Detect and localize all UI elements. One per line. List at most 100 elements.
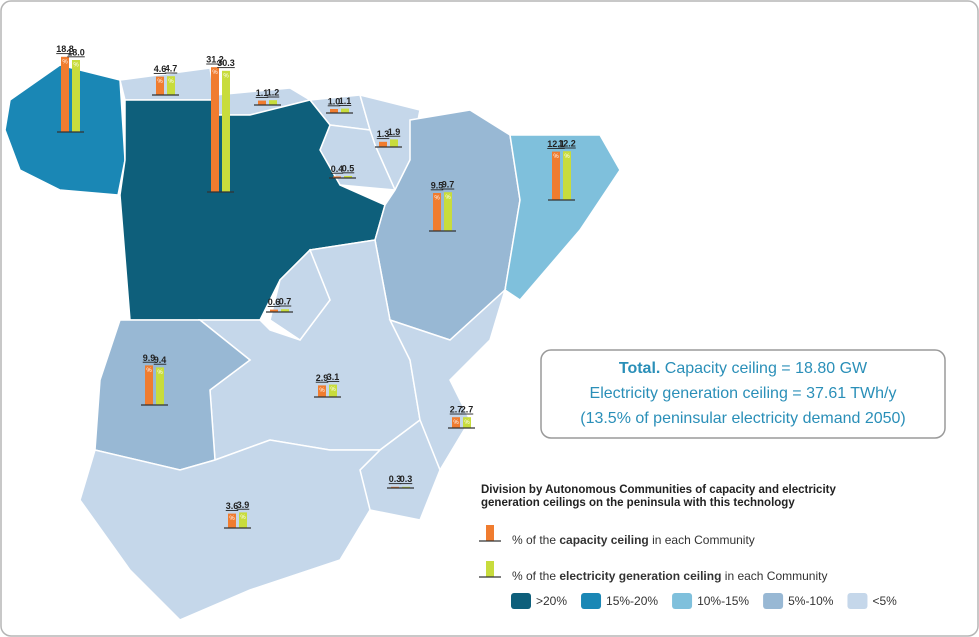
bar-unit: % — [240, 515, 246, 521]
bar-unit: % — [223, 73, 229, 79]
bar-unit: % — [168, 79, 174, 85]
bar-generation — [390, 139, 398, 147]
legend: >20% 15%-20% 10%-15% 5%-10% <5% — [479, 525, 897, 609]
value-label: 18.8 — [56, 44, 74, 54]
bars: %18.8%4.6 %31.21.11.01.30.4%9.5%12.10.6%9… — [56, 44, 576, 529]
total-title: Total. — [619, 360, 660, 377]
bar-capacity — [379, 141, 387, 147]
legend-tier-label: >20% — [536, 594, 567, 608]
legend-tier-swatch — [511, 593, 531, 609]
bar-capacity — [330, 109, 338, 113]
bar-unit: % — [319, 388, 325, 394]
value-label: 1.3 — [377, 129, 390, 139]
legend-swatch-capacity — [486, 525, 494, 541]
legend-tier-label: 5%-10% — [788, 594, 834, 608]
value-label: 9.7 — [442, 180, 455, 190]
value-label: 9.4 — [154, 355, 167, 365]
value-label: 12.1 — [547, 139, 565, 149]
value-label: 0.5 — [342, 163, 355, 173]
bar-generation — [269, 100, 277, 105]
bar-generation — [167, 76, 175, 95]
bar-unit: % — [73, 63, 79, 69]
legend-text: in each Community — [649, 533, 755, 547]
bar-capacity — [145, 365, 153, 405]
region-madrid — [269, 248, 331, 342]
value-label: 31.2 — [206, 55, 224, 65]
bar-unit: % — [434, 196, 440, 202]
legend-swatch-generation — [486, 561, 494, 577]
legend-tier-swatch — [672, 593, 693, 609]
value-label: 1.1 — [339, 96, 352, 106]
bar-generation — [344, 176, 352, 178]
legend-text: capacity ceiling — [559, 533, 648, 547]
value-label: 0.6 — [268, 297, 281, 307]
bar-unit: % — [146, 368, 152, 374]
bar-capacity — [211, 67, 219, 192]
value-label: 4.7 — [165, 64, 178, 74]
legend-text: in each Community — [721, 569, 827, 583]
bar-unit: % — [453, 420, 459, 426]
bar-generation — [563, 151, 571, 200]
value-label: 0.3 — [389, 474, 402, 484]
region-andalusia — [79, 439, 382, 621]
bar-unit: % — [62, 59, 68, 65]
total-capacity: Capacity ceiling = 18.80 GW — [665, 360, 868, 377]
legend-tier-label: 15%-20% — [606, 594, 658, 608]
bar-unit: % — [330, 387, 336, 393]
bar-generation — [239, 512, 247, 528]
value-label: 0.4 — [331, 164, 344, 174]
legend-text: % of the — [512, 569, 559, 583]
legend-tier-label: <5% — [872, 594, 897, 608]
legend-tier-swatch — [763, 593, 784, 609]
regions — [4, 64, 621, 621]
bar-capacity — [156, 76, 164, 95]
bar-capacity — [552, 151, 560, 200]
legend-tier-swatch — [581, 593, 602, 609]
bar-unit: % — [445, 195, 451, 201]
bar-unit: % — [553, 154, 559, 160]
bar-capacity — [270, 309, 278, 312]
value-label: 12.2 — [558, 139, 576, 149]
bar-capacity — [433, 193, 441, 231]
bar-capacity — [228, 513, 236, 528]
total-generation: Electricity generation ceiling = 37.61 T… — [590, 385, 897, 402]
value-label: 4.6 — [154, 64, 167, 74]
bar-generation — [463, 417, 471, 428]
value-label: 2.9 — [316, 373, 329, 383]
value-label: 3.9 — [237, 500, 250, 510]
region-valencia — [388, 287, 507, 472]
bar-unit: % — [157, 79, 163, 85]
legend-text: electricity generation ceiling — [559, 569, 721, 583]
bar-generation — [444, 192, 452, 231]
bar-unit: % — [564, 154, 570, 160]
bar-generation — [281, 309, 289, 312]
value-label: 9.9 — [143, 353, 156, 363]
region-catalonia — [504, 134, 621, 301]
legend-generation: % of the electricity generation ceiling … — [512, 569, 827, 583]
total-box — [540, 349, 946, 439]
legend-title-2: generation ceilings on the peninsula wit… — [481, 497, 795, 509]
value-label: 1.2 — [267, 88, 280, 98]
value-label: 18.0 — [67, 47, 85, 57]
value-label: 1.9 — [388, 127, 401, 137]
bar-capacity — [318, 385, 326, 397]
legend-title-1: Division by Autonomous Communities of ca… — [481, 484, 836, 496]
value-label: 9.5 — [431, 180, 444, 190]
legend-tier-label: 10%-15% — [697, 594, 749, 608]
value-label: 1.0 — [328, 96, 341, 106]
bar-unit: % — [464, 420, 470, 426]
value-label: 1.1 — [256, 88, 269, 98]
value-label: 2.7 — [461, 405, 474, 415]
legend-tier-swatch — [847, 593, 868, 609]
value-label: 30.3 — [217, 58, 235, 68]
bar-generation — [156, 367, 164, 405]
bar-capacity — [61, 56, 69, 132]
total-demand: (13.5% of peninsular electricity demand … — [580, 410, 906, 427]
bar-generation — [222, 70, 230, 192]
value-label: 3.6 — [226, 501, 239, 511]
legend-text: % of the — [512, 533, 559, 547]
bar-generation — [341, 108, 349, 113]
value-label: 3.1 — [327, 372, 340, 382]
bar-generation — [72, 60, 80, 132]
